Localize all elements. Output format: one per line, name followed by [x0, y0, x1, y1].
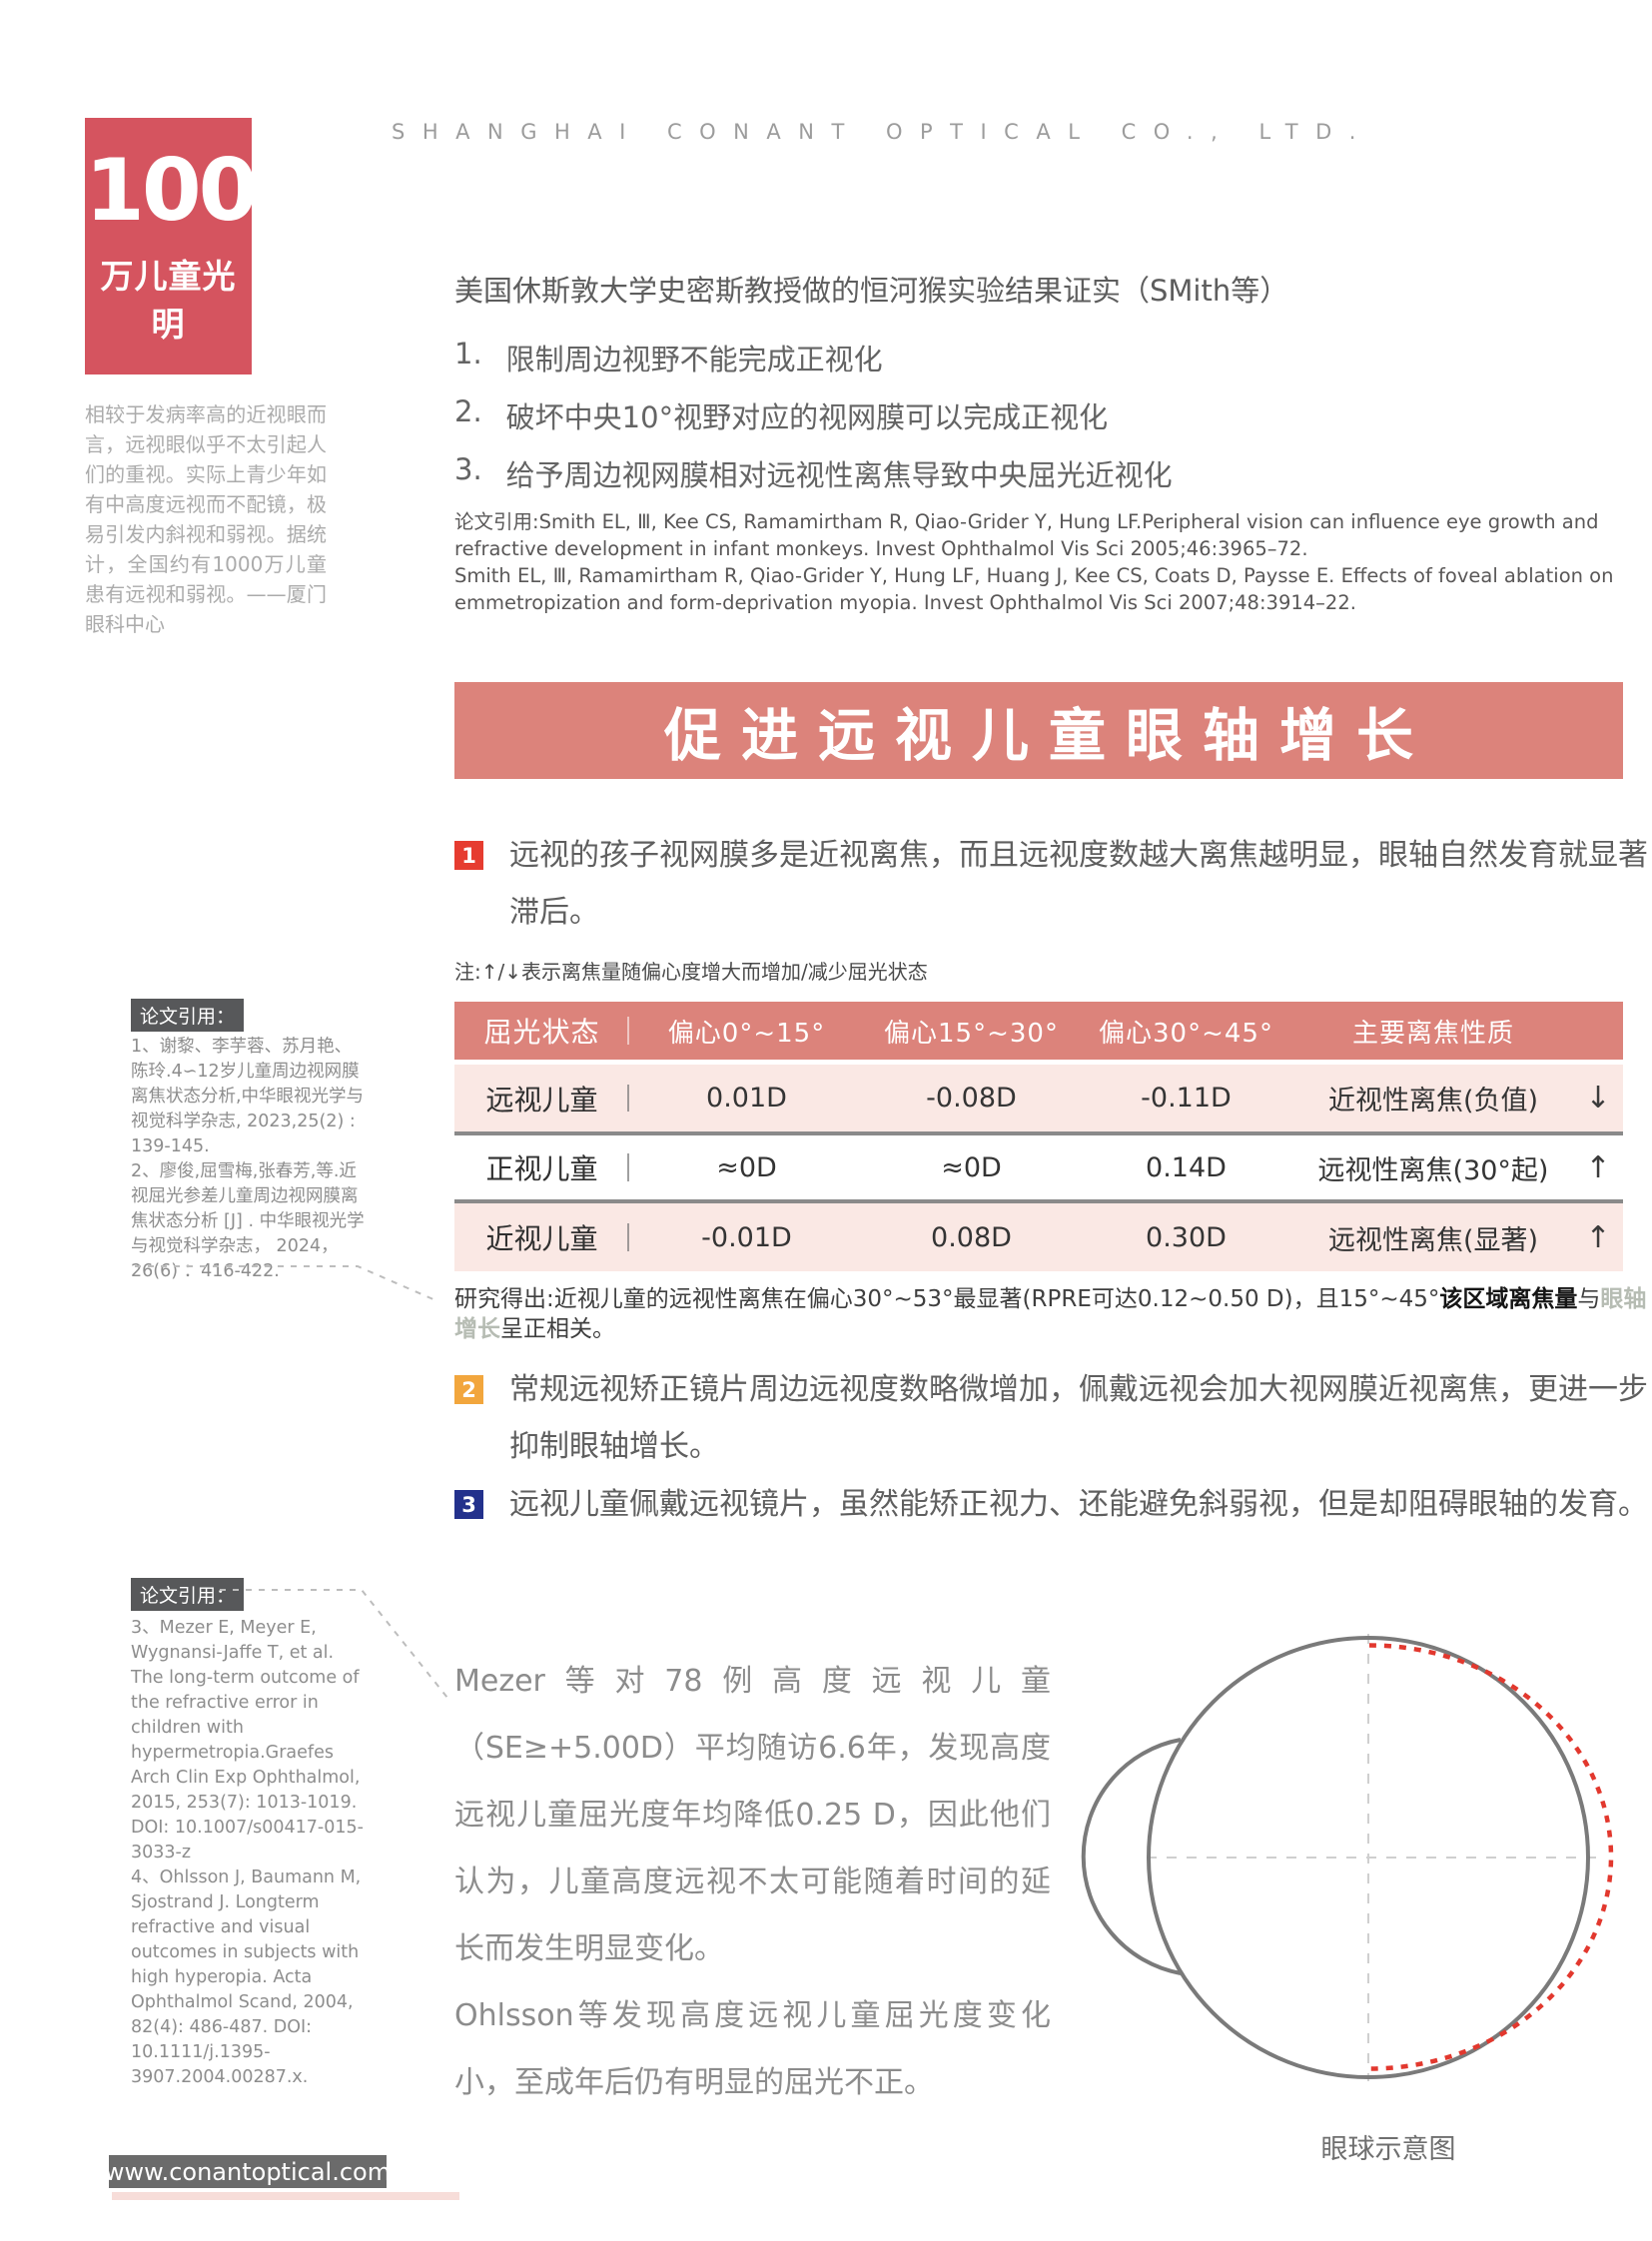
cell: 0.08D	[931, 1221, 1012, 1253]
company-header: SHANGHAI CONANT OPTICAL CO., LTD.	[392, 120, 1373, 144]
list-item: 1. 限制周边视野不能完成正视化	[454, 337, 883, 378]
conclusion-text: 呈正相关。	[500, 1316, 615, 1342]
citation-block: 论文引用:Smith EL, Ⅲ, Kee CS, Ramamirtham R,…	[454, 508, 1645, 616]
point-3: 3 远视儿童佩戴远视镜片，虽然能矫正视力、还能避免斜弱视，但是却阻碍眼轴的发育。	[454, 1476, 1648, 1533]
point-number-badge: 2	[454, 1375, 483, 1404]
trend-arrow-icon: ↑	[1585, 1149, 1611, 1185]
eyeball-diagram	[1049, 1598, 1652, 2137]
column-header: 屈光状态	[454, 1011, 629, 1051]
footer-url-bar[interactable]: www.conantoptical.com	[105, 2155, 391, 2188]
cell: -0.01D	[701, 1221, 792, 1253]
lead-paragraph: 美国休斯敦大学史密斯教授做的恒河猴实验结果证实（SMith等）	[454, 274, 1289, 308]
cell: -0.08D	[926, 1083, 1017, 1114]
column-header: 偏心30°~45°	[1099, 1018, 1273, 1049]
table-gap	[454, 1060, 1623, 1065]
reference-label: 论文引用：	[131, 1578, 245, 1611]
point-text: 远视儿童佩戴远视镜片，虽然能矫正视力、还能避免斜弱视，但是却阻碍眼轴的发育。	[509, 1487, 1648, 1522]
diagram-caption: 眼球示意图	[1320, 2134, 1456, 2165]
citation-label: 论文引用:	[454, 510, 539, 533]
list-item-text: 限制周边视野不能完成正视化	[505, 343, 883, 376]
conclusion-line: 研究得出:近视儿童的远视性离焦在偏心30°~53°最显著(RPRE可达0.12~…	[454, 1284, 1649, 1344]
point-text: 常规远视矫正镜片周边远视度数略微增加，佩戴远视会加大视网膜近视离焦，更进一步抑制…	[509, 1372, 1648, 1464]
cell: 近视性离焦(负值)	[1327, 1086, 1539, 1117]
reference-label: 论文引用：	[131, 999, 245, 1032]
sidebar-note: 相较于发病率高的近视眼而言，远视眼似乎不太引起人们的重视。实际上青少年如有中高度…	[85, 402, 327, 636]
reference-item: 4、Ohlsson J, Baumann M, Sjostrand J. Lon…	[131, 1868, 362, 2087]
trend-arrow-icon: ↓	[1585, 1081, 1611, 1116]
row-label: 远视儿童	[454, 1079, 629, 1119]
reference-item: 2、廖俊,屈雪梅,张春芳,等.近视屈光参差儿童周边视网膜离焦状态分析 [J] .…	[131, 1161, 365, 1281]
citation-line: 论文引用:Smith EL, Ⅲ, Kee CS, Ramamirtham R,…	[454, 508, 1645, 562]
list-item: 3. 给予周边视网膜相对远视性离焦导致中央屈光近视化	[454, 452, 1173, 494]
footer-url[interactable]: www.conantoptical.com	[104, 2157, 392, 2186]
cell: 远视性离焦(30°起)	[1317, 1154, 1549, 1186]
row-label: 正视儿童	[454, 1147, 629, 1187]
column-header: 偏心0°~15°	[667, 1018, 826, 1049]
conclusion-highlight: 眼轴增长	[454, 1286, 1647, 1342]
study-paragraphs: Mezer等对78例高度远视儿童（SE≥+5.00D）平均随访6.6年，发现高度…	[454, 1648, 1051, 2116]
conclusion-bold: 该区域离焦量	[1439, 1286, 1578, 1312]
point-number-badge: 3	[454, 1490, 483, 1519]
list-item-number: 1.	[454, 337, 482, 371]
row-separator	[454, 1199, 1623, 1203]
cell: 远视性离焦(显著)	[1327, 1224, 1539, 1256]
cell: ≈0D	[716, 1151, 777, 1183]
hero-label: 万儿童光明	[100, 257, 237, 344]
study-paragraph: Mezer等对78例高度远视儿童（SE≥+5.00D）平均随访6.6年，发现高度…	[454, 1664, 1051, 1966]
footer-accent-strip	[112, 2192, 459, 2200]
reference-list: 1、谢黎、李芋蓉、苏月艳、陈玲.4∽12岁儿童周边视网膜离焦状态分析,中华眼视光…	[131, 1035, 366, 1284]
row-label: 近视儿童	[454, 1217, 629, 1257]
cornea-outline	[1081, 1738, 1182, 1975]
column-header: 偏心15°~30°	[884, 1018, 1059, 1049]
defocus-table: 屈光状态 偏心0°~15° 偏心15°~30° 偏心30°~45° 主要离焦性质…	[454, 1002, 1623, 1271]
eyeball-diagram-svg	[1081, 1634, 1614, 2081]
table-header-row: 屈光状态 偏心0°~15° 偏心15°~30° 偏心30°~45° 主要离焦性质	[454, 1002, 1623, 1060]
cell: 0.01D	[706, 1083, 787, 1114]
eyeball-outline	[1147, 1636, 1590, 2079]
list-item-text: 给予周边视网膜相对远视性离焦导致中央屈光近视化	[505, 458, 1173, 492]
table-note: 注:↑/↓表示离焦量随偏心度增大而增加/减少屈光状态	[454, 960, 928, 984]
study-paragraph: Ohlsson等发现高度远视儿童屈光度变化小，至成年后仍有明显的屈光不正。	[454, 1998, 1051, 2100]
cell: 0.14D	[1146, 1151, 1227, 1183]
list-item: 2. 破坏中央10°视野对应的视网膜可以完成正视化	[454, 394, 1108, 436]
citation-text: Smith EL, Ⅲ, Ramamirtham R, Qiao-Grider …	[454, 564, 1614, 614]
point-text: 远视的孩子视网膜多是近视离焦，而且远视度数越大离焦越明显，眼轴自然发育就显著滞后…	[509, 838, 1648, 930]
conclusion-text: 研究得出:近视儿童的远视性离焦在偏心30°~53°最显著(RPRE可达0.12~…	[454, 1286, 1440, 1312]
table-row: 正视儿童 ≈0D ≈0D 0.14D 远视性离焦(30°起) ↑	[454, 1135, 1623, 1199]
column-header: 主要离焦性质	[1351, 1018, 1514, 1049]
point-2: 2 常规远视矫正镜片周边远视度数略微增加，佩戴远视会加大视网膜近视离焦，更进一步…	[454, 1361, 1648, 1475]
cell: -0.11D	[1141, 1083, 1232, 1114]
reference-item: 1、谢黎、李芋蓉、苏月艳、陈玲.4∽12岁儿童周边视网膜离焦状态分析,中华眼视光…	[131, 1037, 365, 1156]
trend-arrow-icon: ↑	[1585, 1219, 1611, 1255]
table-row: 近视儿童 -0.01D 0.08D 0.30D 远视性离焦(显著) ↑	[454, 1203, 1623, 1271]
reference-list: 3、Mezer E, Meyer E, Wygnansi-Jaffe T, et…	[131, 1616, 366, 2090]
row-separator	[454, 1131, 1623, 1135]
point-number-badge: 1	[454, 841, 483, 870]
list-item-text: 破坏中央10°视野对应的视网膜可以完成正视化	[505, 400, 1109, 434]
cell: 0.30D	[1146, 1221, 1227, 1253]
cell: ≈0D	[941, 1151, 1002, 1183]
section-banner-title: 促进远视儿童眼轴增长	[664, 702, 1433, 769]
point-1: 1 远视的孩子视网膜多是近视离焦，而且远视度数越大离焦越明显，眼轴自然发育就显著…	[454, 827, 1648, 941]
section-banner: 促进远视儿童眼轴增长	[454, 682, 1623, 779]
conclusion-text: 与	[1577, 1286, 1601, 1312]
list-item-number: 3.	[454, 452, 482, 486]
list-item-number: 2.	[454, 394, 482, 428]
reference-item: 3、Mezer E, Meyer E, Wygnansi-Jaffe T, et…	[131, 1618, 364, 1863]
table-row: 远视儿童 0.01D -0.08D -0.11D 近视性离焦(负值) ↓	[454, 1065, 1623, 1131]
citation-text: Smith EL, Ⅲ, Kee CS, Ramamirtham R, Qiao…	[454, 510, 1599, 560]
